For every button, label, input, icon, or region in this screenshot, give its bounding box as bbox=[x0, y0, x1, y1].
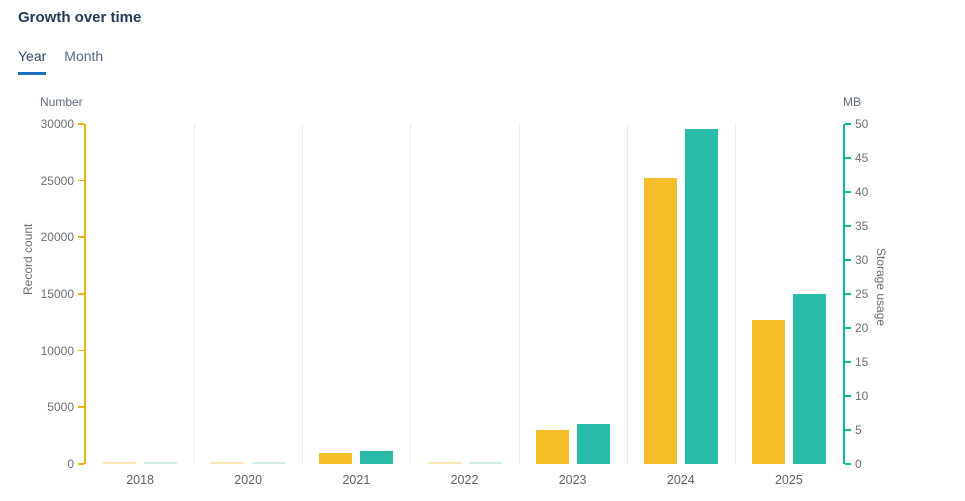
left-axis-tick-label: 10000 bbox=[40, 343, 74, 358]
left-axis-tick bbox=[78, 406, 84, 408]
right-axis-tick bbox=[845, 191, 851, 193]
storage-usage-bar bbox=[684, 128, 718, 464]
right-axis-tick bbox=[845, 225, 851, 227]
left-axis-tick-label: 5000 bbox=[47, 400, 74, 415]
page-title: Growth over time bbox=[18, 9, 142, 26]
storage-usage-bar bbox=[792, 294, 826, 464]
left-axis-tick bbox=[78, 463, 84, 465]
record-count-bar bbox=[643, 178, 677, 464]
right-axis-tick-label: 0 bbox=[855, 457, 862, 471]
gridline bbox=[302, 124, 304, 464]
record-count-bar bbox=[535, 430, 569, 464]
right-axis-tick-label: 20 bbox=[855, 321, 869, 335]
record-count-bar bbox=[751, 320, 785, 464]
left-axis-tick bbox=[78, 179, 84, 182]
record-count-bar bbox=[427, 462, 461, 464]
left-axis-tick-label: 15000 bbox=[40, 287, 74, 301]
category-label: 2020 bbox=[234, 473, 263, 487]
gridline bbox=[518, 124, 520, 464]
storage-usage-bar bbox=[360, 451, 394, 464]
left-axis-tick-label: 20000 bbox=[40, 230, 74, 245]
right-axis-tick bbox=[845, 157, 851, 159]
right-axis-tick bbox=[845, 463, 851, 465]
gridline bbox=[410, 124, 412, 464]
right-axis-tick-label: 50 bbox=[855, 117, 869, 131]
right-axis-tick bbox=[845, 429, 851, 431]
right-axis-tick bbox=[845, 293, 851, 295]
left-axis-tick-label: 25000 bbox=[40, 173, 74, 188]
storage-usage-bar bbox=[252, 462, 286, 464]
right-axis-tick-label: 40 bbox=[855, 185, 869, 199]
left-axis-tick-label: 30000 bbox=[40, 117, 74, 131]
left-axis-unit: Number bbox=[40, 95, 83, 109]
category-label: 2024 bbox=[666, 473, 695, 487]
storage-usage-bar bbox=[144, 462, 178, 464]
category-label: 2021 bbox=[342, 473, 371, 487]
storage-usage-bar bbox=[468, 462, 502, 464]
right-axis-tick-label: 15 bbox=[855, 355, 869, 369]
right-axis-tick-label: 35 bbox=[855, 219, 869, 233]
left-axis-line bbox=[84, 124, 86, 464]
left-axis-tick-label: 0 bbox=[67, 457, 74, 471]
interval-tabs: Year Month bbox=[18, 48, 103, 75]
left-axis-tick bbox=[78, 293, 84, 295]
right-axis-line bbox=[843, 124, 845, 464]
left-axis-tick bbox=[78, 236, 84, 238]
category-label: 2023 bbox=[558, 473, 587, 487]
right-axis-tick bbox=[845, 395, 851, 397]
gridline bbox=[626, 124, 628, 464]
tab-year[interactable]: Year bbox=[18, 48, 47, 75]
right-axis-tick bbox=[845, 259, 851, 261]
category-label: 2022 bbox=[450, 473, 479, 487]
record-count-bar bbox=[211, 462, 245, 464]
gridline bbox=[734, 124, 736, 464]
record-count-bar bbox=[103, 462, 137, 464]
right-axis-tick-label: 30 bbox=[855, 253, 869, 267]
storage-usage-bar bbox=[576, 423, 610, 464]
tab-month[interactable]: Month bbox=[64, 48, 104, 64]
right-axis-tick-label: 5 bbox=[855, 423, 862, 437]
right-axis-unit: MB bbox=[843, 95, 861, 109]
right-axis-tick bbox=[845, 123, 851, 125]
right-axis-tick-label: 10 bbox=[855, 389, 869, 403]
record-count-bar bbox=[319, 452, 353, 464]
right-axis-tick bbox=[845, 327, 851, 329]
category-label: 2025 bbox=[774, 473, 803, 487]
category-label: 2018 bbox=[126, 473, 154, 487]
right-axis-tick-label: 25 bbox=[855, 287, 869, 301]
gridline bbox=[194, 124, 196, 464]
left-axis-tick bbox=[78, 349, 84, 352]
left-axis-tick bbox=[78, 123, 84, 125]
right-axis-tick bbox=[845, 361, 851, 363]
right-axis-tick-label: 45 bbox=[855, 151, 869, 165]
